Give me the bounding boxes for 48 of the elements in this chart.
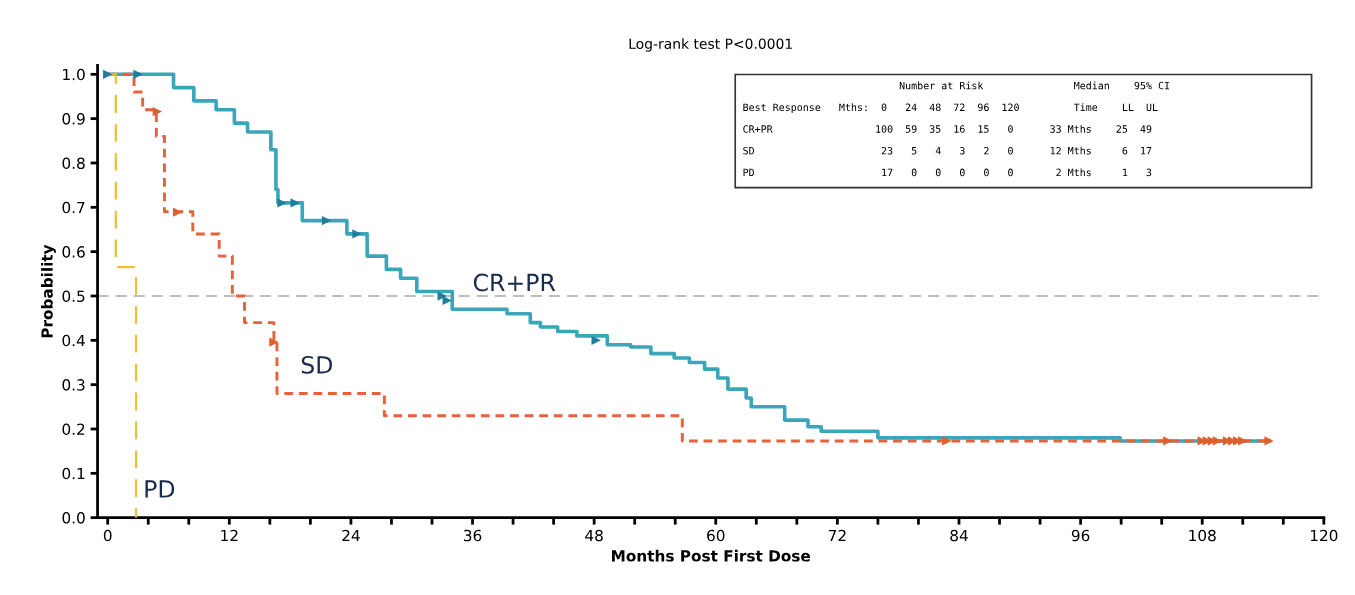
- y-tick-label: 0.8: [62, 157, 85, 169]
- y-tick-label: 0.9: [62, 113, 85, 125]
- series-label: CR+PR: [473, 273, 556, 292]
- y-tick-label: 0.2: [62, 423, 85, 435]
- x-tick-label: 84: [950, 529, 968, 542]
- point: [277, 198, 287, 208]
- x-tick-label: 108: [1189, 529, 1216, 542]
- point: [1238, 436, 1248, 446]
- point: [1163, 436, 1173, 446]
- y-tick-label: 0.5: [62, 290, 85, 302]
- x-tick-label: 36: [463, 529, 482, 542]
- point: [942, 436, 952, 446]
- x-tick-label: 0: [103, 529, 112, 542]
- x-tick-label: 72: [828, 529, 846, 542]
- annotation: Best Response Mths: 0 24 48 72 96 120 Time LL UL: [743, 103, 1158, 113]
- x-axis-title: Months Post First Dose: [612, 549, 811, 562]
- series-label: PD: [145, 480, 175, 498]
- x-tick-label: 96: [1071, 529, 1090, 542]
- point: [1212, 436, 1223, 446]
- point: [172, 207, 183, 217]
- y-tick-label: 0.6: [62, 246, 85, 258]
- annotation: PD 17 0 0 0 0 0 2 Mths 1 3: [743, 168, 1152, 177]
- point: [269, 337, 279, 347]
- annotation: CR+PR 100 59 35 16 15 0 33 Mths 25 49: [743, 125, 1152, 133]
- x-tick-label: 24: [342, 529, 360, 542]
- y-tick-label: 0.1: [62, 467, 85, 480]
- point: [152, 106, 163, 117]
- annotation: SD 23 5 4 3 2 0 12 Mths 6 17: [743, 146, 1152, 155]
- y-tick-label: 0.3: [62, 379, 85, 391]
- point: [103, 69, 113, 79]
- point: [321, 215, 332, 226]
- point: [290, 198, 300, 208]
- point: [352, 229, 362, 239]
- x-tick-label: 120: [1310, 529, 1338, 542]
- annotation: Number at Risk Median 95% CI: [899, 81, 1170, 90]
- series-label: SD: [301, 355, 333, 374]
- x-tick-label: 60: [707, 529, 725, 542]
- y-tick-label: 1.0: [63, 68, 85, 81]
- point: [437, 291, 447, 301]
- y-tick-label: 0.7: [62, 201, 85, 214]
- y-tick-label: 0.4: [62, 334, 85, 347]
- x-tick-label: 48: [585, 529, 603, 542]
- y-tick-label: 0.0: [62, 512, 85, 524]
- chart-title: Log-rank test P<0.0001: [629, 38, 792, 52]
- y-axis-title: Probability: [41, 244, 56, 338]
- point: [1264, 436, 1274, 446]
- point: [133, 69, 143, 79]
- x-tick-label: 12: [221, 529, 238, 542]
